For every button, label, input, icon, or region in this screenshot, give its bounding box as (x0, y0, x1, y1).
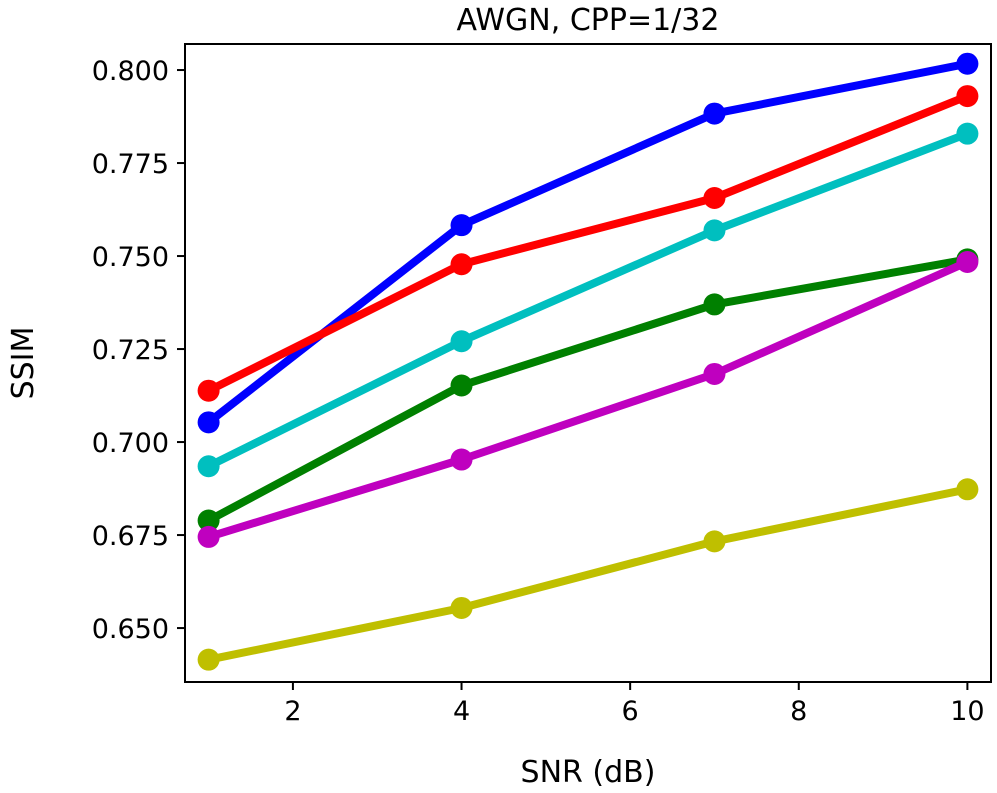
series-green (197, 248, 979, 532)
data-point-cyan (956, 122, 979, 145)
data-point-green (197, 509, 220, 532)
data-point-red (450, 253, 473, 276)
y-axis: 0.650 0.675 0.700 0.725 0.750 0.775 0.800 (92, 56, 185, 645)
series-blue (197, 52, 979, 434)
y-tick-label: 0.675 (92, 521, 169, 552)
series-line-olive (204, 485, 972, 664)
data-point-cyan (450, 330, 473, 353)
data-point-olive (956, 478, 979, 501)
data-point-magenta (450, 448, 473, 471)
y-tick-label: 0.725 (92, 335, 169, 366)
data-point-blue (703, 102, 726, 125)
data-point-cyan (703, 219, 726, 242)
x-tick-label: 8 (790, 696, 807, 727)
series-line-cyan (204, 129, 972, 471)
y-tick-label: 0.775 (92, 149, 169, 180)
x-tick-label: 4 (453, 696, 470, 727)
series-line-blue (204, 59, 972, 427)
data-point-cyan (197, 455, 220, 478)
x-tick-label: 6 (622, 696, 639, 727)
data-point-olive (450, 596, 473, 619)
y-axis-label: SSIM (6, 327, 41, 400)
data-point-red (197, 379, 220, 402)
data-point-red (956, 85, 979, 108)
data-point-magenta (197, 525, 220, 548)
series-magenta (197, 250, 979, 548)
series-cyan (197, 122, 979, 478)
data-point-green (450, 374, 473, 397)
plot-area (197, 52, 979, 671)
series-olive (197, 478, 979, 671)
data-point-red (703, 187, 726, 210)
data-point-magenta (956, 250, 979, 273)
y-tick-label: 0.650 (92, 614, 169, 645)
x-axis-label: SNR (dB) (521, 755, 656, 790)
y-tick-label: 0.700 (92, 428, 169, 459)
data-point-green (703, 293, 726, 316)
chart-title: AWGN, CPP=1/32 (457, 3, 720, 38)
data-point-blue (956, 52, 979, 75)
y-tick-label: 0.800 (92, 56, 169, 87)
series-line-magenta (204, 258, 972, 541)
x-tick-label: 10 (950, 696, 984, 727)
series-line-green (204, 255, 972, 525)
y-tick-label: 0.750 (92, 242, 169, 273)
x-tick-label: 2 (284, 696, 301, 727)
series-line-red (204, 92, 972, 395)
data-point-blue (197, 411, 220, 434)
series-red (197, 85, 979, 402)
plot-frame (184, 43, 992, 683)
data-point-blue (450, 214, 473, 237)
data-point-magenta (703, 362, 726, 385)
data-point-olive (703, 530, 726, 553)
x-axis: 2 4 6 8 10 (284, 682, 985, 727)
data-point-olive (197, 648, 220, 671)
